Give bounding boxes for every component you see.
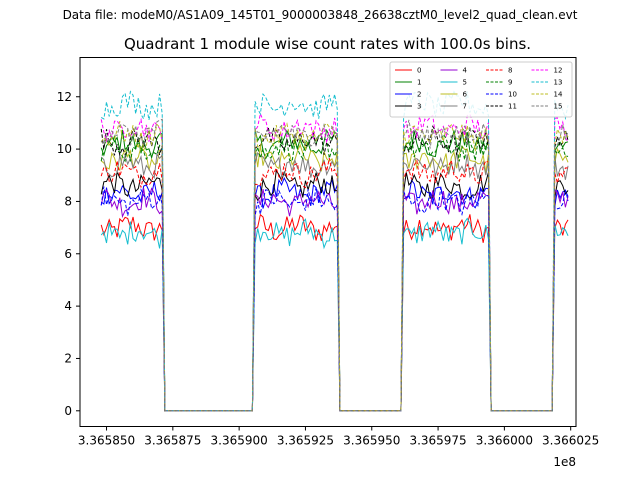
series-line-13 — [100, 90, 569, 412]
legend-label-4: 4 — [463, 67, 468, 75]
legend-label-14: 14 — [554, 91, 563, 99]
legend-label-9: 9 — [508, 79, 512, 87]
x-axis: 3.365850 3.365875 3.365900 3.365925 3.365950… — [78, 426, 599, 448]
legend-label-2: 2 — [417, 91, 421, 99]
legend-box — [389, 61, 573, 118]
series-line-9 — [100, 133, 569, 412]
series-line-12 — [100, 112, 569, 412]
y-axis: 0 2 4 6 8 10 12 — [57, 90, 80, 418]
series-line-0 — [100, 213, 569, 412]
x-tick-label: 3.366000 — [476, 434, 533, 448]
x-tick-label: 3.365975 — [409, 434, 466, 448]
y-tick-label: 12 — [57, 90, 72, 104]
y-tick-label: 0 — [64, 404, 72, 418]
series-line-4 — [100, 187, 569, 412]
x-tick-label: 3.365900 — [211, 434, 268, 448]
series-line-15 — [100, 118, 569, 412]
series-line-6 — [100, 143, 569, 412]
series-line-3 — [100, 169, 569, 412]
legend-label-5: 5 — [463, 79, 467, 87]
y-tick-label: 6 — [64, 247, 72, 261]
series-line-1 — [100, 128, 569, 412]
series-line-5 — [100, 217, 569, 412]
legend-label-8: 8 — [508, 67, 512, 75]
legend-label-10: 10 — [508, 91, 517, 99]
y-tick-label: 10 — [57, 142, 72, 156]
series-line-8 — [100, 158, 569, 412]
figure-suptitle: Data file: modeM0/AS1A09_145T01_90000038… — [62, 8, 578, 22]
legend-label-12: 12 — [554, 67, 563, 75]
x-tick-label: 3.365875 — [144, 434, 201, 448]
x-tick-label: 3.366025 — [542, 434, 599, 448]
legend-label-1: 1 — [417, 79, 421, 87]
x-tick-label: 3.365925 — [277, 434, 334, 448]
legend-label-6: 6 — [463, 91, 468, 99]
series-line-10 — [100, 186, 569, 412]
plot-frame — [79, 57, 577, 427]
legend-label-0: 0 — [417, 67, 421, 75]
legend-label-11: 11 — [508, 103, 517, 111]
y-tick-label: 2 — [64, 351, 72, 365]
x-tick-label: 3.365950 — [343, 434, 400, 448]
y-tick-label: 8 — [64, 194, 72, 208]
legend-label-15: 15 — [554, 103, 563, 111]
legend-label-13: 13 — [554, 79, 563, 87]
series-lines — [100, 90, 569, 412]
legend-label-7: 7 — [463, 103, 467, 111]
legend-label-3: 3 — [417, 103, 421, 111]
series-line-2 — [100, 176, 569, 412]
chart-title: Quadrant 1 module wise count rates with … — [123, 35, 532, 53]
x-tick-label: 3.365850 — [78, 434, 135, 448]
x-axis-offset-label: 1e8 — [553, 455, 576, 469]
y-tick-label: 4 — [64, 299, 72, 313]
